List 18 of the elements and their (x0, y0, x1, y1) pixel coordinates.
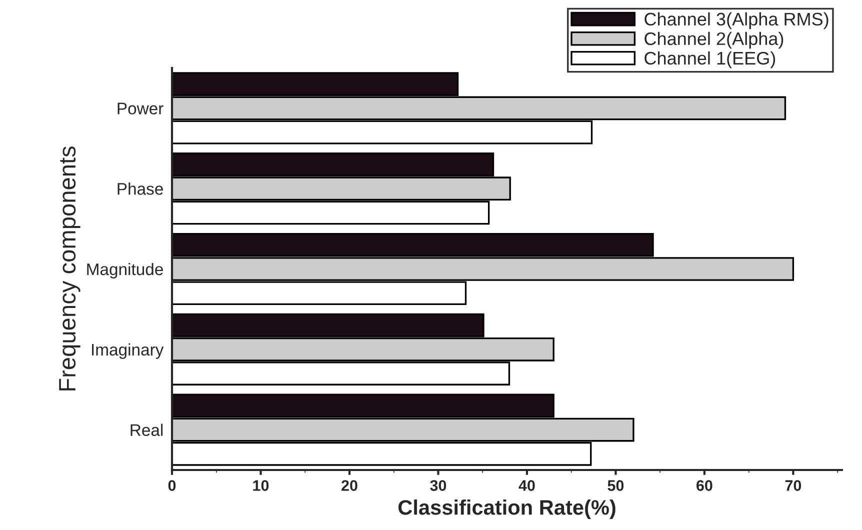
y-tick-label: Real (130, 424, 163, 436)
legend-label: Channel 3(Alpha RMS) (644, 12, 828, 30)
legend-label: Channel 1(EEG) (644, 51, 776, 68)
y-tick-label: Phase (118, 182, 163, 195)
y-tick-label: Power (118, 102, 164, 114)
x-tick-label: 60 (696, 480, 712, 491)
x-tick-label: 70 (785, 480, 802, 491)
legend-label: Channel 2(Alpha) (644, 32, 784, 49)
x-tick-label: 40 (518, 480, 535, 491)
x-tick-label: 50 (608, 480, 624, 491)
x-tick-label: 0 (168, 480, 176, 491)
y-axis-title: Frequency components (59, 146, 80, 390)
x-tick-label: 30 (430, 480, 446, 491)
x-axis-title: Classification Rate(%) (398, 500, 616, 519)
x-tick-label: 20 (342, 480, 358, 491)
y-tick-label: Magnitude (87, 262, 163, 278)
y-tick-label: Imaginary (92, 343, 164, 359)
x-tick-label: 10 (253, 480, 269, 491)
